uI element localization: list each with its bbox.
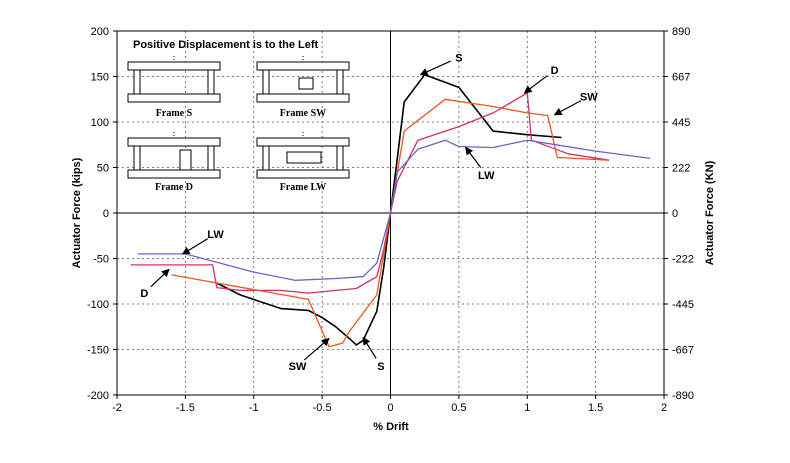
- frame-right-column: [207, 145, 215, 171]
- y-tick-label: -100: [87, 299, 109, 311]
- frame-top-beam: [256, 137, 350, 147]
- y2-tick-label: -890: [672, 390, 694, 402]
- y2-tick-label: 445: [672, 117, 690, 129]
- annotation-label: LW: [207, 229, 224, 241]
- series-line-d: [130, 92, 610, 294]
- annotation-arrow: [523, 75, 548, 94]
- x-tick-label: -0.5: [313, 402, 332, 414]
- frame-top-beam: [256, 61, 350, 71]
- frame-label: Frame D: [155, 182, 193, 193]
- annotations: S D SW LW LW D SW S: [140, 52, 598, 372]
- y2-tick-label: -222: [672, 254, 694, 266]
- frame-top-beam: [127, 61, 221, 71]
- axes: -2 -1.5 -1 -0.5 0 0.5 1 1.5 2 -200 -150 -100 -50 0 50 1…: [87, 26, 694, 414]
- annotation-label: S: [455, 52, 462, 64]
- frame-bottom-beam: [256, 169, 350, 179]
- frame-left-column: [133, 145, 141, 171]
- x-tick-label: -1: [249, 402, 259, 414]
- annotation-arrow: [303, 337, 330, 361]
- frame-right-column: [336, 145, 344, 171]
- y-tick-label: 150: [91, 72, 109, 84]
- x-tick-label: 1: [524, 402, 530, 414]
- y-axis-label: Actuator Force (kips): [71, 157, 83, 268]
- y2-tick-label: 0: [672, 208, 678, 220]
- frame-lw-sketch: [256, 132, 350, 179]
- frame-sw-sketch: [256, 56, 350, 103]
- frame-left-column: [262, 145, 270, 171]
- frame-left-column: [262, 69, 270, 95]
- annotation-label: LW: [478, 170, 495, 182]
- annotation-arrow: [419, 60, 451, 76]
- y2-tick-label: -667: [672, 345, 694, 357]
- frame-lw-opening: [286, 151, 322, 164]
- y-tick-label: -150: [87, 345, 109, 357]
- y-tick-label: 50: [97, 163, 109, 175]
- series-line-lw: [137, 139, 651, 281]
- annotation-arrow: [362, 336, 377, 359]
- frame-left-column: [133, 69, 141, 95]
- frame-bottom-beam: [127, 93, 221, 103]
- annotation-label: SW: [580, 92, 598, 104]
- frame-top-beam: [127, 137, 221, 147]
- annotation-label: D: [551, 65, 559, 77]
- frame-d-door: [179, 149, 192, 171]
- y2-tick-label: 890: [672, 26, 690, 38]
- x-tick-label: 0.5: [451, 402, 466, 414]
- y2-tick-label: 667: [672, 72, 690, 84]
- frame-bottom-beam: [127, 169, 221, 179]
- y-tick-label: -50: [93, 254, 109, 266]
- frame-d-sketch: [127, 132, 221, 179]
- annotation-arrow: [465, 146, 482, 168]
- y2-tick-label: 222: [672, 163, 690, 175]
- y-tick-label: -200: [87, 390, 109, 402]
- x-tick-label: -2: [112, 402, 122, 414]
- annotation-arrow: [150, 268, 170, 288]
- x-tick-label: -1.5: [176, 402, 195, 414]
- frame-label: Frame S: [156, 108, 193, 119]
- frame-sketches: Frame S Frame SW Frame D Frame LW: [127, 56, 350, 193]
- annotation-label: D: [140, 288, 148, 300]
- displacement-note: Positive Displacement is to the Left: [133, 39, 319, 51]
- y2-tick-label: -445: [672, 299, 694, 311]
- x-tick-label: 2: [661, 402, 667, 414]
- frame-right-column: [207, 69, 215, 95]
- y-tick-label: 100: [91, 117, 109, 129]
- annotation-arrow: [181, 238, 209, 255]
- annotation-label: S: [377, 361, 384, 373]
- frame-label: Frame SW: [280, 108, 326, 119]
- x-tick-label: 0: [387, 402, 393, 414]
- y-tick-label: 200: [91, 26, 109, 38]
- frame-right-column: [336, 69, 344, 95]
- frame-bottom-beam: [256, 93, 350, 103]
- frame-s-sketch: [127, 56, 221, 103]
- x-tick-label: 1.5: [588, 402, 603, 414]
- y-tick-label: 0: [103, 208, 109, 220]
- annotation-arrow: [553, 100, 582, 116]
- annotation-label: SW: [289, 361, 307, 373]
- frame-sw-opening: [298, 77, 314, 90]
- y2-axis-label: Actuator Force (KN): [704, 160, 716, 265]
- frame-label: Frame LW: [280, 182, 327, 193]
- x-axis-label: % Drift: [373, 421, 409, 433]
- series-line-s: [216, 73, 562, 346]
